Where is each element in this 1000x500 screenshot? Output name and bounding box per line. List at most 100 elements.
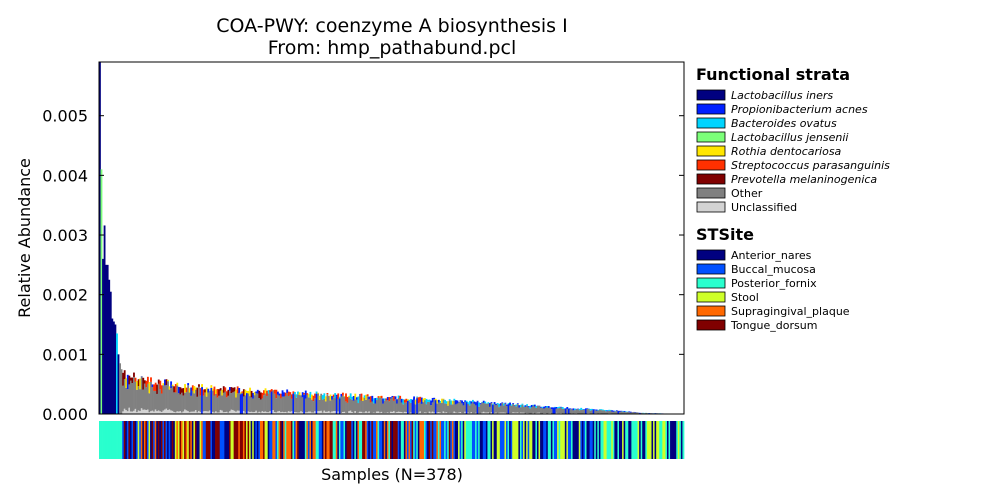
bar-segment	[123, 408, 126, 414]
bar-segment	[318, 411, 321, 414]
site-strip-cell	[372, 421, 375, 459]
site-strip-cell	[208, 421, 211, 459]
site-strip-cell	[555, 421, 558, 459]
bar-segment	[128, 384, 131, 408]
bar-segment	[352, 395, 355, 401]
bar-segment	[139, 389, 142, 412]
bar-segment	[453, 398, 456, 401]
site-strip-cell	[453, 421, 456, 459]
bar-segment	[125, 410, 128, 414]
site-strip-cell	[656, 421, 659, 459]
site-strip-cell	[485, 421, 488, 459]
bar-segment	[295, 397, 298, 413]
bar-segment	[355, 399, 358, 414]
bar-segment	[606, 410, 609, 412]
site-strip-cell	[629, 421, 632, 459]
site-strip-cell	[196, 421, 199, 459]
bar-segment	[218, 395, 221, 413]
site-strip-cell	[558, 421, 561, 459]
bar-segment	[129, 411, 132, 414]
site-strip-cell	[331, 421, 334, 459]
bar-segment	[190, 387, 193, 396]
bar-segment	[606, 411, 609, 414]
bar-segment	[318, 395, 321, 400]
bar-segment	[259, 399, 262, 413]
bar-segment	[134, 408, 137, 414]
site-strip-cell	[577, 421, 580, 459]
site-strip-cell	[679, 421, 682, 459]
site-strip-cell	[499, 421, 502, 459]
bar-segment	[592, 409, 595, 414]
bar-segment	[334, 411, 337, 414]
bar-segment	[572, 408, 575, 411]
bar-segment	[550, 409, 553, 414]
bar-segment	[317, 393, 320, 412]
bar-segment	[301, 397, 304, 413]
site-strip-cell	[213, 421, 216, 459]
bar-segment	[516, 403, 519, 405]
bar-segment	[608, 410, 611, 414]
bar-segment	[376, 400, 378, 412]
site-strip-cell	[456, 421, 459, 459]
site-strip-cell	[544, 421, 547, 459]
site-strip-cell	[179, 421, 182, 459]
bar-segment	[479, 404, 482, 414]
bar-segment	[495, 405, 498, 413]
bar-segment	[164, 409, 166, 414]
site-strip-cell	[131, 421, 134, 459]
bar-segment	[425, 398, 428, 405]
bar-segment	[445, 401, 448, 404]
bar-segment	[439, 402, 442, 413]
bar-segment	[289, 394, 292, 412]
site-strip-cell	[102, 421, 104, 459]
y-axis: 0.000 0.001 0.002 0.003 0.004 0.005	[42, 107, 684, 424]
site-strip-cell	[492, 421, 494, 459]
bar-segment	[436, 399, 439, 404]
site-strip-cell	[591, 421, 594, 459]
site-strip-cell	[649, 421, 652, 459]
bar-segment	[496, 404, 499, 414]
site-strip-cell	[625, 421, 628, 459]
bar-segment	[434, 400, 437, 414]
chart-subtitle: From: hmp_pathabund.pcl	[268, 37, 517, 59]
site-strip-cell	[608, 421, 611, 459]
strata-legend-label: Bacteroides ovatus	[731, 117, 837, 130]
bar-segment	[301, 412, 304, 414]
site-strip-cell	[385, 421, 388, 459]
bar-segment	[170, 381, 173, 389]
bar-segment	[405, 398, 408, 403]
bar-segment	[159, 389, 162, 412]
bar-segment	[225, 411, 228, 414]
bar-segment	[351, 399, 354, 412]
bar-segment	[246, 390, 248, 394]
site-strip-cell	[416, 421, 419, 459]
site-strip-cell	[165, 421, 168, 459]
bar-segment	[108, 279, 111, 414]
bar-segment	[261, 392, 264, 399]
site-strip-cell	[357, 421, 360, 459]
site-strip-cell	[295, 421, 298, 459]
bar-segment	[588, 409, 590, 414]
site-legend-label: Anterior_nares	[731, 249, 812, 262]
bar-segment	[482, 411, 485, 414]
bar-segment	[216, 412, 219, 414]
bar-segment	[264, 411, 267, 414]
bar-segment	[256, 393, 259, 413]
bar-segment	[492, 404, 494, 414]
site-strip-cell	[241, 421, 244, 459]
site-strip-cell	[128, 421, 131, 459]
bar-segment	[179, 394, 182, 412]
site-strip-cell	[193, 421, 196, 459]
site-strip-cell	[666, 421, 669, 459]
bar-segment	[458, 401, 460, 403]
bar-segment	[332, 397, 335, 412]
bar-segment	[628, 411, 631, 413]
bar-segment	[341, 392, 344, 396]
bar-segment	[139, 378, 142, 390]
bar-segment	[222, 412, 225, 414]
bar-segment	[473, 403, 476, 414]
bar-segment	[109, 291, 112, 414]
site-strip-cell	[191, 421, 194, 459]
bar-segment	[605, 411, 607, 414]
bar-segment	[148, 393, 151, 413]
